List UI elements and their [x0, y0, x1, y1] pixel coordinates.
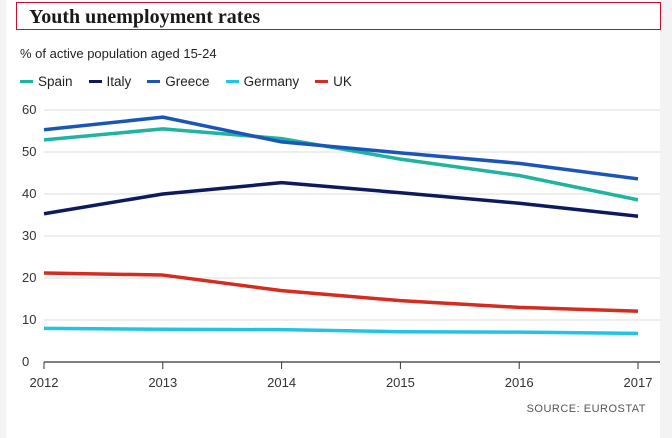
- chart-title: Youth unemployment rates: [29, 6, 261, 28]
- legend-item-greece: Greece: [147, 73, 210, 89]
- legend-swatch: [20, 79, 33, 83]
- y-tick-label: 30: [22, 228, 36, 243]
- y-tick-label: 10: [22, 312, 36, 327]
- legend-item-germany: Germany: [225, 73, 300, 89]
- x-tick-label: 2012: [30, 375, 59, 390]
- x-tick-labels: 2012 2013 2014 2015 2016 2017: [30, 362, 653, 390]
- legend-swatch: [88, 79, 102, 83]
- y-tick-label: 50: [22, 144, 36, 159]
- series-line-germany: [43, 326, 639, 336]
- series-line-uk: [43, 271, 639, 313]
- legend-label: Spain: [38, 73, 73, 89]
- legend-item-spain: Spain: [20, 74, 73, 89]
- legend-item-uk: UK: [315, 74, 352, 89]
- legend-swatch: [225, 79, 239, 83]
- x-tick-label: 2015: [386, 375, 415, 390]
- chart-subtitle: % of active population aged 15-24: [20, 46, 217, 61]
- x-tick-label: 2014: [267, 375, 296, 390]
- legend-label: Greece: [165, 73, 210, 89]
- y-tick-label: 0: [22, 354, 29, 369]
- source-note: SOURCE: EUROSTAT: [526, 403, 646, 415]
- legend: Spain Italy Greece Germany UK: [20, 72, 352, 90]
- x-tick-label: 2016: [505, 375, 534, 390]
- series-line-italy: [43, 180, 639, 218]
- title-box: Youth unemployment rates: [16, 2, 661, 30]
- y-tick-label: 20: [22, 270, 36, 285]
- y-tick-label: 60: [22, 102, 36, 117]
- series-line-greece: [43, 115, 639, 181]
- legend-label: UK: [333, 73, 352, 89]
- x-tick-label: 2017: [624, 375, 653, 390]
- x-tick-label: 2013: [148, 375, 177, 390]
- y-tick-labels: 0 10 20 30 40 50 60: [22, 102, 36, 369]
- legend-label: Italy: [106, 73, 132, 89]
- legend-swatch: [315, 79, 329, 83]
- legend-item-italy: Italy: [88, 73, 132, 89]
- legend-swatch: [147, 79, 161, 83]
- legend-label: Germany: [243, 73, 300, 89]
- chart-card: [6, 0, 660, 438]
- series-lines: [43, 115, 639, 336]
- y-tick-label: 40: [22, 186, 36, 201]
